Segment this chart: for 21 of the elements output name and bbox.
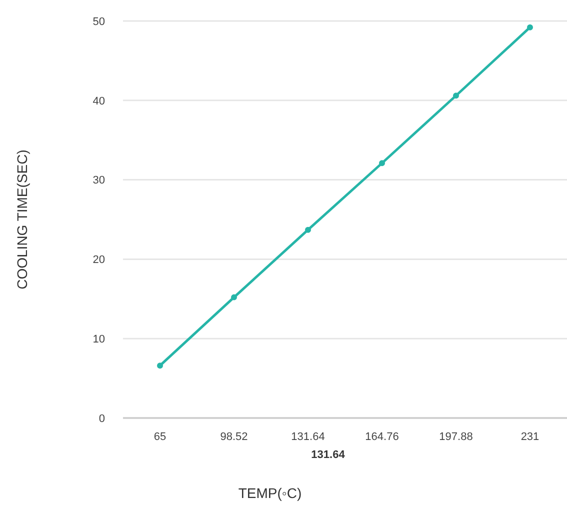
point bbox=[157, 362, 163, 369]
y-tick-label: 0 bbox=[98, 412, 105, 425]
point bbox=[453, 92, 459, 99]
x-tick-label: 197.88 bbox=[439, 431, 473, 443]
y-tick-label: 10 bbox=[92, 333, 105, 346]
x-axis-title: TEMP(◦C) bbox=[238, 485, 302, 501]
y-tick-label: 20 bbox=[92, 254, 105, 266]
text: 131.64 bbox=[311, 449, 346, 461]
x-tick-label: 65 bbox=[154, 431, 166, 443]
point bbox=[527, 24, 533, 30]
y-tick-label: 40 bbox=[92, 95, 105, 108]
point bbox=[379, 160, 385, 166]
x-tick-label: 231 bbox=[520, 431, 540, 443]
x-tick-label: 131.64 bbox=[291, 431, 325, 443]
point bbox=[231, 294, 237, 300]
y-tick-label: 50 bbox=[92, 16, 105, 28]
y-axis-title: COOLING TIME(SEC) bbox=[14, 150, 30, 290]
y-tick-label: 30 bbox=[92, 174, 105, 187]
x-tick-label: 164.76 bbox=[365, 431, 399, 443]
x-tick-label: 98.52 bbox=[220, 431, 248, 443]
point bbox=[305, 226, 311, 233]
